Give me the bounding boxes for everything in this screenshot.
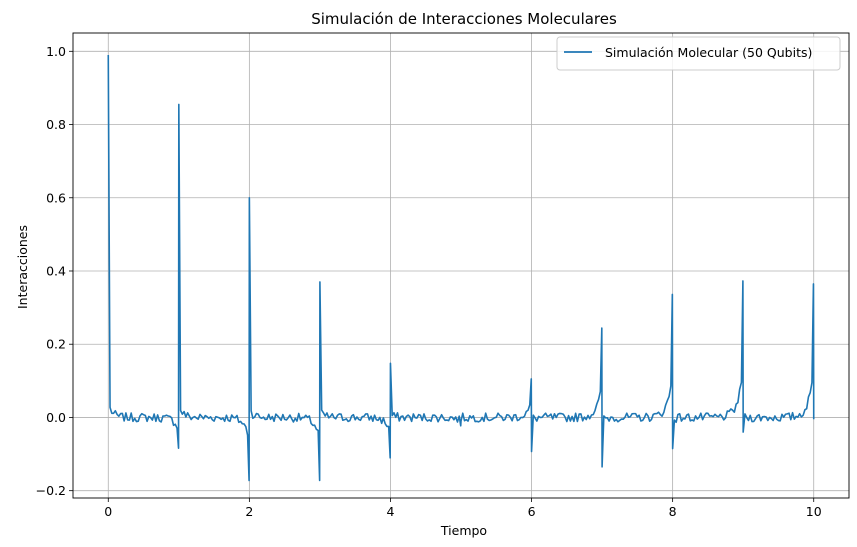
y-axis-ticks: −0.2 0.0 0.2 0.4 0.6 0.8 1.0: [36, 44, 73, 498]
series-line: [107, 54, 815, 482]
x-tick-label: 2: [245, 504, 253, 519]
x-tick-label: 6: [528, 504, 536, 519]
y-axis-label: Interacciones: [15, 225, 30, 309]
legend-box: [556, 36, 841, 71]
x-tick-label: 10: [806, 504, 822, 519]
x-tick-label: 0: [104, 504, 112, 519]
chart-title: Simulación de Interacciones Moleculares: [311, 10, 617, 28]
legend: Simulación Molecular (50 Qubits): [556, 36, 841, 71]
y-tick-label: −0.2: [36, 483, 66, 498]
x-tick-label: 4: [386, 504, 394, 519]
grid-lines: [73, 33, 849, 498]
y-tick-label: 0.8: [46, 117, 66, 132]
y-tick-label: 0.6: [46, 190, 66, 205]
y-tick-label: 0.2: [46, 337, 66, 352]
plot-frame: [72, 32, 850, 499]
y-tick-label: 1.0: [46, 44, 66, 59]
y-tick-label: 0.0: [46, 410, 66, 425]
x-axis-label: Tiempo: [440, 523, 487, 538]
x-tick-label: 8: [669, 504, 677, 519]
y-tick-label: 0.4: [46, 263, 66, 278]
x-axis-ticks: 0 2 4 6 8 10: [104, 498, 822, 519]
legend-label: Simulación Molecular (50 Qubits): [605, 45, 812, 60]
